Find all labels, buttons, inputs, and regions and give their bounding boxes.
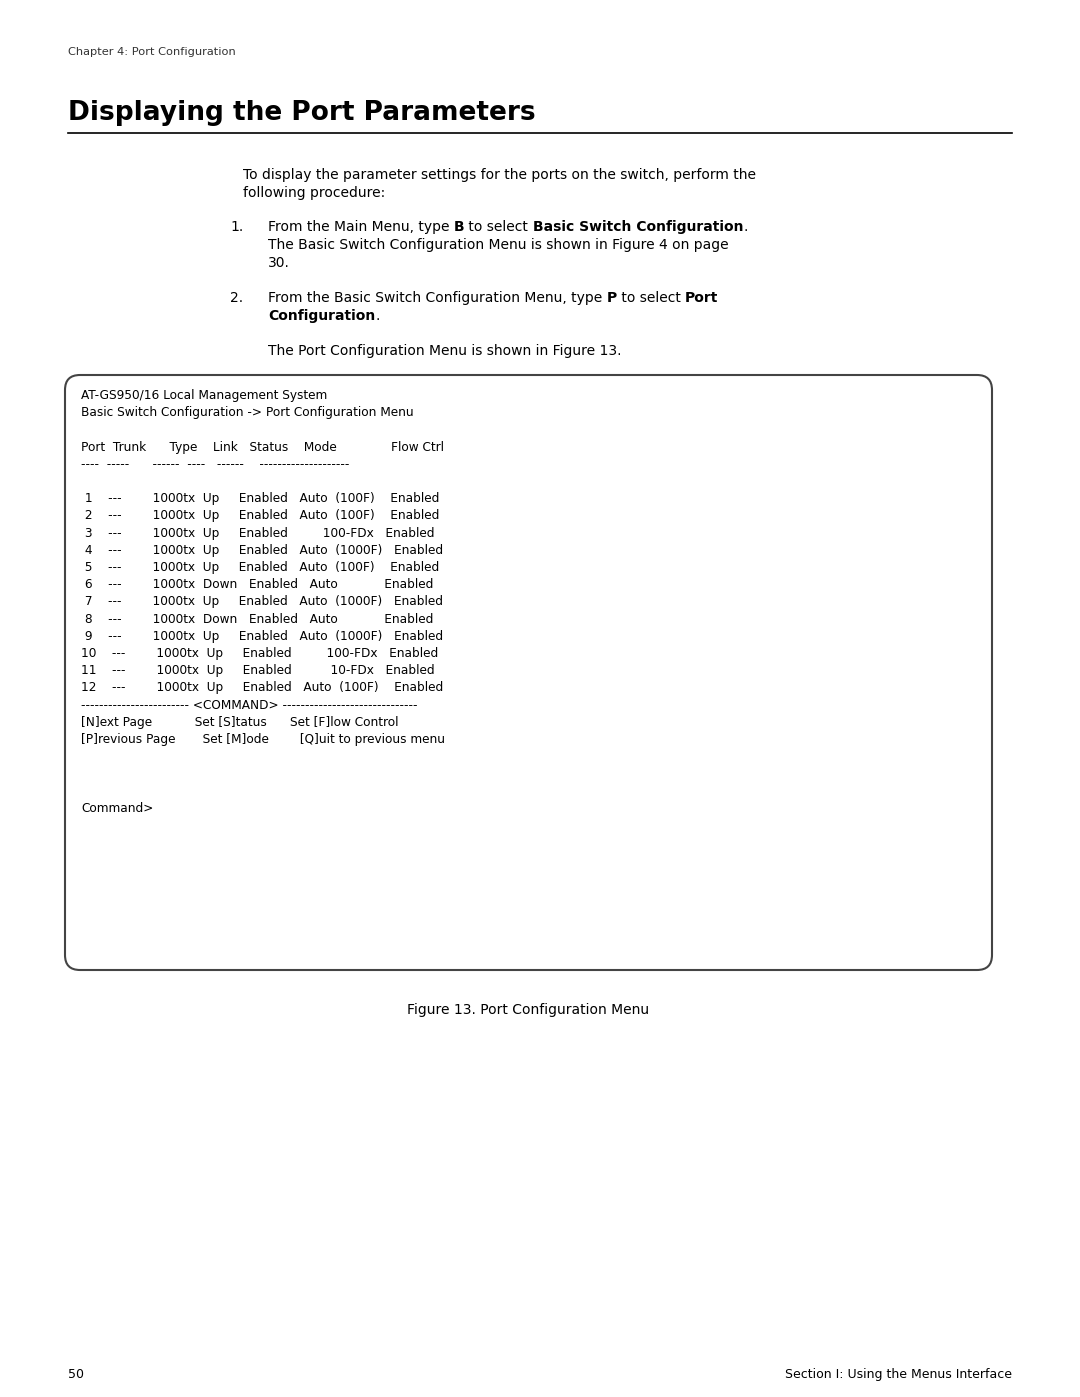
Text: 9    ---        1000tx  Up     Enabled   Auto  (1000F)   Enabled: 9 --- 1000tx Up Enabled Auto (1000F) Ena… [81, 630, 443, 643]
Text: to select: to select [617, 291, 685, 305]
Text: 7    ---        1000tx  Up     Enabled   Auto  (1000F)   Enabled: 7 --- 1000tx Up Enabled Auto (1000F) Ena… [81, 595, 443, 609]
Text: .: . [375, 309, 380, 323]
Text: 6    ---        1000tx  Down   Enabled   Auto            Enabled: 6 --- 1000tx Down Enabled Auto Enabled [81, 578, 433, 591]
Text: 30.: 30. [268, 256, 289, 270]
Text: The Basic Switch Configuration Menu is shown in Figure 4 on page: The Basic Switch Configuration Menu is s… [268, 237, 729, 251]
Text: Basic Switch Configuration -> Port Configuration Menu: Basic Switch Configuration -> Port Confi… [81, 407, 414, 419]
Text: To display the parameter settings for the ports on the switch, perform the: To display the parameter settings for th… [243, 168, 756, 182]
Text: 3    ---        1000tx  Up     Enabled         100-FDx   Enabled: 3 --- 1000tx Up Enabled 100-FDx Enabled [81, 527, 434, 539]
Text: B: B [454, 219, 464, 235]
Text: 11    ---        1000tx  Up     Enabled          10-FDx   Enabled: 11 --- 1000tx Up Enabled 10-FDx Enabled [81, 664, 434, 678]
Text: 8    ---        1000tx  Down   Enabled   Auto            Enabled: 8 --- 1000tx Down Enabled Auto Enabled [81, 613, 433, 626]
Text: P: P [607, 291, 617, 305]
Text: Port: Port [685, 291, 718, 305]
Text: following procedure:: following procedure: [243, 186, 386, 200]
Text: AT-GS950/16 Local Management System: AT-GS950/16 Local Management System [81, 388, 327, 402]
Text: 50: 50 [68, 1368, 84, 1382]
Text: Displaying the Port Parameters: Displaying the Port Parameters [68, 101, 536, 126]
Text: From the Main Menu, type: From the Main Menu, type [268, 219, 454, 235]
Text: ----  -----      ------  ----   ------    --------------------: ---- ----- ------ ---- ------ ----------… [81, 458, 349, 471]
Text: Basic Switch Configuration: Basic Switch Configuration [532, 219, 743, 235]
Text: 2.: 2. [230, 291, 243, 305]
Text: 12    ---        1000tx  Up     Enabled   Auto  (100F)    Enabled: 12 --- 1000tx Up Enabled Auto (100F) Ena… [81, 682, 443, 694]
Text: Port  Trunk      Type    Link   Status    Mode              Flow Ctrl: Port Trunk Type Link Status Mode Flow Ct… [81, 440, 444, 454]
Text: 5    ---        1000tx  Up     Enabled   Auto  (100F)    Enabled: 5 --- 1000tx Up Enabled Auto (100F) Enab… [81, 562, 440, 574]
Text: The Port Configuration Menu is shown in Figure 13.: The Port Configuration Menu is shown in … [268, 344, 621, 358]
Text: Chapter 4: Port Configuration: Chapter 4: Port Configuration [68, 47, 235, 57]
Text: .: . [743, 219, 747, 235]
FancyBboxPatch shape [65, 374, 993, 970]
Text: 1.: 1. [230, 219, 243, 235]
Text: 4    ---        1000tx  Up     Enabled   Auto  (1000F)   Enabled: 4 --- 1000tx Up Enabled Auto (1000F) Ena… [81, 543, 443, 557]
Text: Figure 13. Port Configuration Menu: Figure 13. Port Configuration Menu [407, 1003, 649, 1017]
Text: ------------------------ <COMMAND> ------------------------------: ------------------------ <COMMAND> -----… [81, 698, 418, 711]
Text: 1    ---        1000tx  Up     Enabled   Auto  (100F)    Enabled: 1 --- 1000tx Up Enabled Auto (100F) Enab… [81, 492, 440, 506]
Text: Section I: Using the Menus Interface: Section I: Using the Menus Interface [785, 1368, 1012, 1382]
Text: [P]revious Page       Set [M]ode        [Q]uit to previous menu: [P]revious Page Set [M]ode [Q]uit to pre… [81, 733, 445, 746]
Text: 2    ---        1000tx  Up     Enabled   Auto  (100F)    Enabled: 2 --- 1000tx Up Enabled Auto (100F) Enab… [81, 510, 440, 522]
Text: Command>: Command> [81, 802, 153, 816]
Text: From the Basic Switch Configuration Menu, type: From the Basic Switch Configuration Menu… [268, 291, 607, 305]
Text: Configuration: Configuration [268, 309, 375, 323]
Text: [N]ext Page           Set [S]tatus      Set [F]low Control: [N]ext Page Set [S]tatus Set [F]low Cont… [81, 715, 399, 729]
Text: 10    ---        1000tx  Up     Enabled         100-FDx   Enabled: 10 --- 1000tx Up Enabled 100-FDx Enabled [81, 647, 438, 659]
Text: to select: to select [464, 219, 532, 235]
